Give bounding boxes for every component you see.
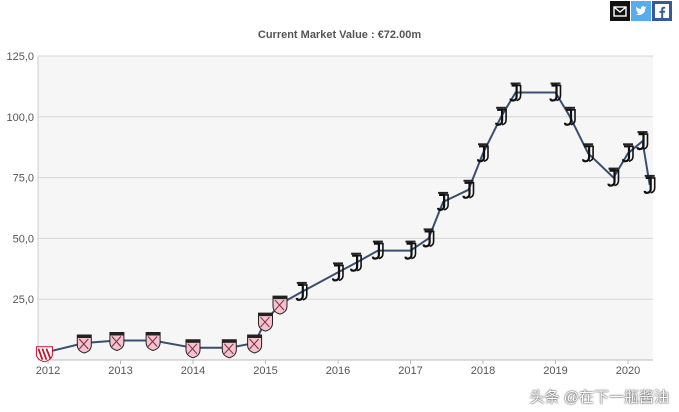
y-tick-label: 125,0 <box>6 51 34 63</box>
x-tick-label: 2012 <box>36 365 60 377</box>
envelope-icon <box>610 1 630 21</box>
data-point-palermo-crest <box>272 295 288 315</box>
data-point-juventus-crest <box>495 106 507 126</box>
axes: 25,0 50,0 75,0 100,0 125,0 2012 2013 2014 2015 20… <box>6 51 653 377</box>
data-point-juventus-crest <box>581 143 594 163</box>
data-point-palermo-crest <box>145 332 161 352</box>
watermark-text: 头条 @在下一瓶酱油 <box>529 389 669 406</box>
data-point-juventus-crest <box>549 82 562 102</box>
data-point-vicenza-crest <box>35 346 53 363</box>
x-tick-label: 2018 <box>471 365 495 377</box>
y-tick-label: 50,0 <box>13 233 34 245</box>
data-point-juventus-crest <box>621 143 634 163</box>
data-point-juventus-crest <box>607 167 620 187</box>
club-crest-markers <box>35 82 656 363</box>
data-point-juventus-crest <box>462 179 475 199</box>
y-tick-label: 100,0 <box>6 112 34 124</box>
data-point-juventus-crest <box>636 131 649 151</box>
x-tick-label: 2014 <box>181 365 205 377</box>
data-point-palermo-crest <box>76 334 92 354</box>
data-point-juventus-crest <box>371 240 384 260</box>
data-point-juventus-crest <box>563 106 576 126</box>
x-tick-label: 2015 <box>253 365 277 377</box>
data-point-juventus-crest <box>422 228 435 248</box>
x-tick-label: 2013 <box>108 365 132 377</box>
data-point-palermo-crest <box>109 332 125 352</box>
data-point-juventus-crest <box>643 174 656 194</box>
y-tick-label: 75,0 <box>13 173 34 185</box>
data-point-juventus-crest <box>295 281 308 301</box>
x-tick-label: 2020 <box>616 365 640 377</box>
twitter-bird-icon <box>631 1 651 21</box>
y-tick-label: 25,0 <box>13 294 34 306</box>
x-tick-label: 2019 <box>543 365 567 377</box>
data-point-juventus-crest <box>350 252 362 272</box>
gridlines <box>38 55 653 300</box>
data-point-palermo-crest <box>258 312 273 332</box>
x-tick-label: 2016 <box>326 365 350 377</box>
twitter-share-button[interactable] <box>631 1 651 21</box>
data-point-juventus-crest <box>331 262 344 282</box>
chart-title: Current Market Value : €72.00m <box>257 29 422 41</box>
data-point-palermo-crest <box>185 339 201 359</box>
data-point-juventus-crest <box>404 240 417 260</box>
plot-area <box>38 56 653 360</box>
facebook-share-button[interactable] <box>652 1 672 21</box>
x-tick-label: 2017 <box>398 365 422 377</box>
data-point-juventus-crest <box>476 143 489 163</box>
data-point-juventus-crest <box>509 82 522 102</box>
data-point-palermo-crest <box>221 339 237 359</box>
email-share-button[interactable] <box>610 1 630 21</box>
data-point-juventus-crest <box>437 191 449 211</box>
data-point-palermo-crest <box>247 334 263 354</box>
facebook-f-icon <box>652 1 672 21</box>
